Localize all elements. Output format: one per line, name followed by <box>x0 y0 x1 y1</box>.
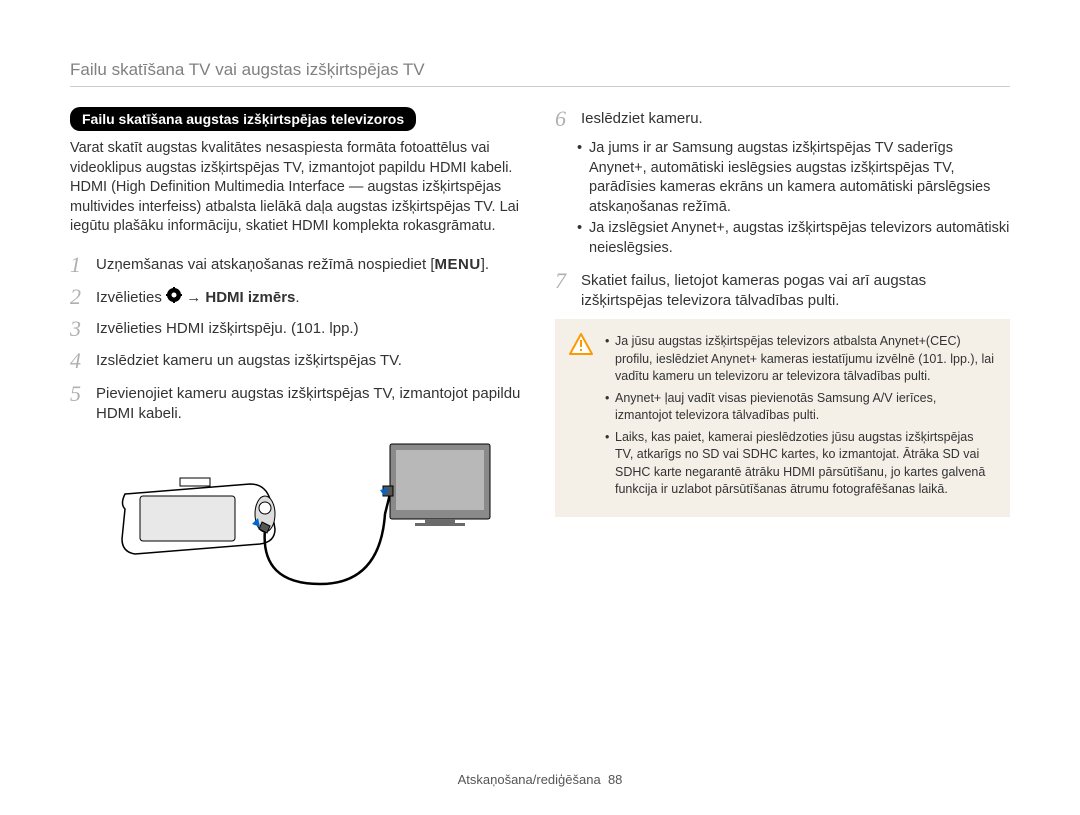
warning-icon <box>569 333 593 361</box>
step-bold: → HDMI izmērs <box>182 289 295 306</box>
step-text: Ieslēdziet kameru. <box>581 107 703 131</box>
intro-paragraph: Varat skatīt augstas kvalitātes nesaspie… <box>70 139 525 237</box>
step-number: 1 <box>70 253 88 277</box>
title-rule <box>70 86 1010 87</box>
footer-page-number: 88 <box>608 772 622 787</box>
step-3: 3 Izvēlieties HDMI izšķirtspēju. (101. l… <box>70 317 525 341</box>
step-6: 6 Ieslēdziet kameru. <box>555 107 1010 131</box>
step-text: Uzņemšanas vai atskaņošanas režīmā nospi… <box>96 253 489 277</box>
step-6-bullets: Ja jums ir ar Samsung augstas izšķirtspē… <box>577 139 1010 258</box>
right-column: 6 Ieslēdziet kameru. Ja jums ir ar Samsu… <box>555 107 1010 609</box>
step-post: . <box>295 289 299 306</box>
step-number: 4 <box>70 349 88 373</box>
step-number: 3 <box>70 317 88 341</box>
section-pill: Failu skatīšana augstas izšķirtspējas te… <box>70 107 416 131</box>
step-number: 5 <box>70 382 88 425</box>
gear-icon <box>166 287 182 309</box>
step-pre: Izvēlieties <box>96 289 166 306</box>
note-bullet: Anynet+ ļauj vadīt visas pievienotās Sam… <box>605 390 994 425</box>
step-text: Skatiet failus, lietojot kameras pogas v… <box>581 269 1010 312</box>
step-pre: Uzņemšanas vai atskaņošanas režīmā nospi… <box>96 256 435 273</box>
steps-right-2: 7 Skatiet failus, lietojot kameras pogas… <box>555 269 1010 312</box>
note-box: Ja jūsu augstas izšķirtspējas televizors… <box>555 319 1010 517</box>
step-2: 2 Izvēlieties → HDMI izmērs. <box>70 285 525 309</box>
page-title: Failu skatīšana TV vai augstas izšķirtsp… <box>70 60 1010 80</box>
page-footer: Atskaņošana/rediģēšana 88 <box>0 772 1080 787</box>
camera-tv-illustration <box>100 434 525 609</box>
step-1: 1 Uzņemšanas vai atskaņošanas režīmā nos… <box>70 253 525 277</box>
step-text: Izslēdziet kameru un augstas izšķirtspēj… <box>96 349 402 373</box>
step-5: 5 Pievienojiet kameru augstas izšķirtspē… <box>70 382 525 425</box>
note-bullet: Ja jūsu augstas izšķirtspējas televizors… <box>605 333 994 386</box>
step-text: Izvēlieties HDMI izšķirtspēju. (101. lpp… <box>96 317 359 341</box>
bullet: Ja izslēgsiet Anynet+, augstas izšķirtsp… <box>577 219 1010 258</box>
step-number: 7 <box>555 269 573 312</box>
left-column: Failu skatīšana augstas izšķirtspējas te… <box>70 107 525 609</box>
menu-label: MENU <box>435 256 481 273</box>
step-post: ]. <box>481 256 489 273</box>
steps-left: 1 Uzņemšanas vai atskaņošanas režīmā nos… <box>70 253 525 424</box>
step-7: 7 Skatiet failus, lietojot kameras pogas… <box>555 269 1010 312</box>
footer-section: Atskaņošana/rediģēšana <box>458 772 601 787</box>
step-number: 6 <box>555 107 573 131</box>
step-text: Pievienojiet kameru augstas izšķirtspēja… <box>96 382 525 425</box>
steps-right: 6 Ieslēdziet kameru. <box>555 107 1010 131</box>
note-bullet: Laiks, kas paiet, kamerai pieslēdzoties … <box>605 429 994 499</box>
step-number: 2 <box>70 285 88 309</box>
content-columns: Failu skatīšana augstas izšķirtspējas te… <box>70 107 1010 609</box>
step-text: Izvēlieties → HDMI izmērs. <box>96 285 300 309</box>
step-4: 4 Izslēdziet kameru un augstas izšķirtsp… <box>70 349 525 373</box>
bullet: Ja jums ir ar Samsung augstas izšķirtspē… <box>577 139 1010 217</box>
